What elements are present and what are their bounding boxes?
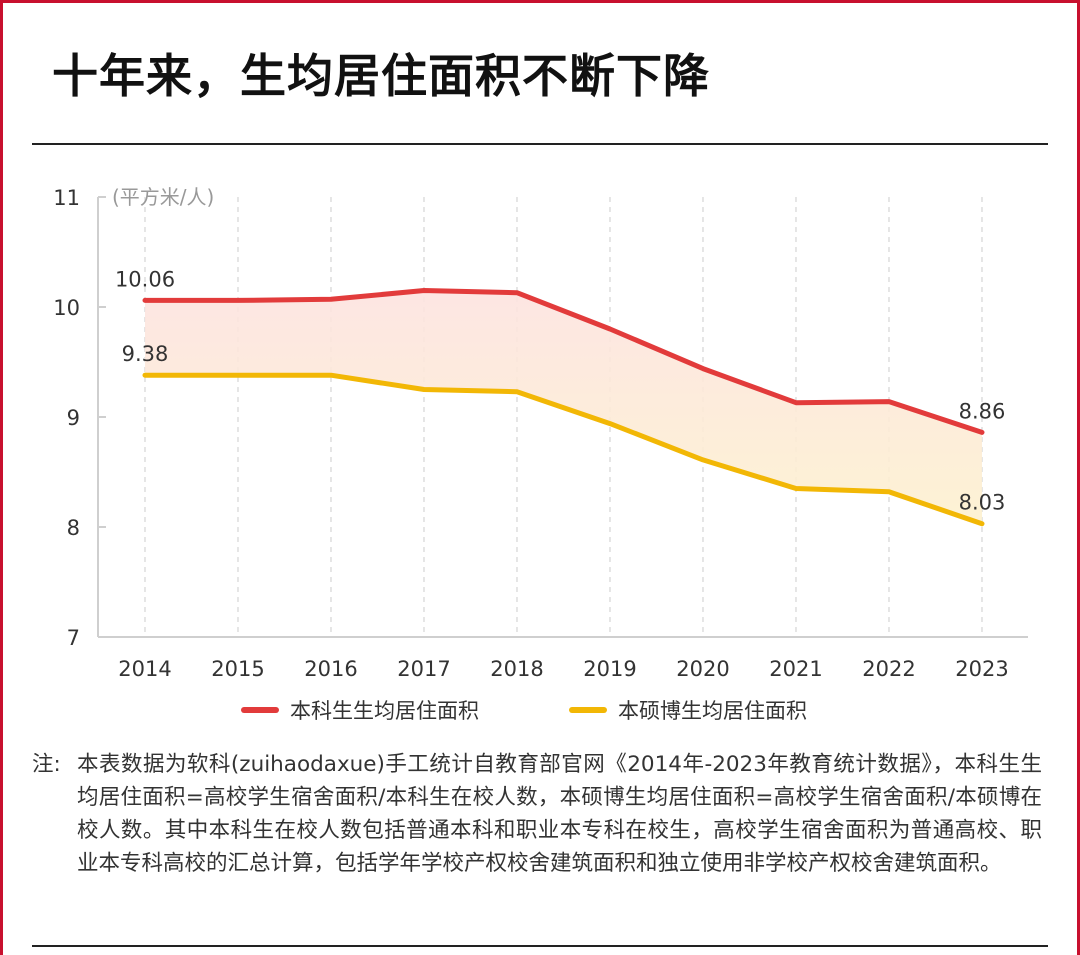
y-tick-label: 7 xyxy=(67,626,80,650)
x-tick-label: 2021 xyxy=(769,657,822,681)
y-axis-unit-label: (平方米/人) xyxy=(112,185,214,209)
legend-label-2: 本硕博生均居住面积 xyxy=(618,699,807,723)
x-tick-label: 2019 xyxy=(583,657,636,681)
data-label: 8.03 xyxy=(959,491,1006,515)
x-tick-label: 2018 xyxy=(490,657,543,681)
data-label: 8.86 xyxy=(959,399,1006,423)
footnote-text: 本表数据为软科(zuihaodaxue)手工统计自教育部官网《2014年-202… xyxy=(77,752,1042,876)
x-tick-label: 2022 xyxy=(862,657,915,681)
x-tick-label: 2020 xyxy=(676,657,729,681)
x-tick-label: 2016 xyxy=(304,657,357,681)
frame-left-border xyxy=(0,0,3,955)
bottom-divider xyxy=(32,945,1048,947)
x-tick-label: 2017 xyxy=(397,657,450,681)
footnote-label: 注: xyxy=(32,752,61,777)
x-tick-label: 2015 xyxy=(211,657,264,681)
y-tick-label: 9 xyxy=(67,406,80,430)
data-label: 9.38 xyxy=(122,342,169,366)
x-tick-label: 2023 xyxy=(955,657,1008,681)
axis-layer: 7 8 9 10 11 2014 2015 2016 2017 2018 2019 2020 2021 2… xyxy=(53,186,1028,681)
line-chart: 7 8 9 10 11 2014 2015 2016 2017 2018 2019 2020 2021 2… xyxy=(53,185,1028,723)
legend-label-1: 本科生生均居住面积 xyxy=(290,699,479,723)
series-line-1 xyxy=(142,288,985,435)
title-divider xyxy=(32,143,1048,145)
y-tick-label: 11 xyxy=(53,186,80,210)
y-tick-label: 10 xyxy=(53,296,80,320)
legend: 本科生生均居住面积 本硕博生均居住面积 xyxy=(241,699,807,723)
series-line-2 xyxy=(142,372,985,527)
y-tick-label: 8 xyxy=(67,516,80,540)
data-label: 10.06 xyxy=(115,267,175,291)
footnote: 注: 本表数据为软科(zuihaodaxue)手工统计自教育部官网《2014年-… xyxy=(32,748,1042,880)
x-tick-label: 2014 xyxy=(118,657,171,681)
frame-top-border xyxy=(0,0,1080,3)
frame-right-border xyxy=(1077,0,1080,955)
page-title: 十年来，生均居住面积不断下降 xyxy=(52,49,710,103)
data-label-layer: 10.06 9.38 8.86 8.03 xyxy=(115,267,1005,514)
series-layer xyxy=(142,288,985,527)
